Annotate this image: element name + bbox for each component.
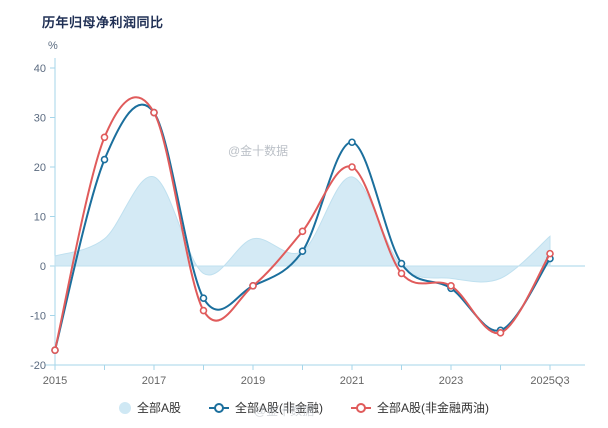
line-series-legend-marker bbox=[351, 402, 371, 414]
svg-text:2021: 2021 bbox=[340, 375, 364, 387]
area-series-legend-marker bbox=[118, 401, 131, 414]
svg-text:2015: 2015 bbox=[43, 375, 67, 387]
legend-item-non-financial-ex-oil[interactable]: 全部A股(非金融两油) bbox=[351, 399, 489, 416]
svg-text:40: 40 bbox=[34, 63, 46, 75]
line-series-legend-marker bbox=[209, 402, 229, 414]
legend-item-non-financial[interactable]: 全部A股(非金融) bbox=[209, 399, 323, 416]
svg-text:10: 10 bbox=[34, 212, 46, 224]
legend-label: 全部A股(非金融两油) bbox=[377, 401, 489, 415]
svg-text:-10: -10 bbox=[30, 311, 46, 323]
svg-text:2017: 2017 bbox=[142, 375, 166, 387]
svg-text:2025Q3: 2025Q3 bbox=[530, 375, 569, 387]
legend: 全部A股 全部A股(非金融) 全部A股(非金融两油) bbox=[0, 399, 608, 416]
svg-text:30: 30 bbox=[34, 113, 46, 125]
legend-label: 全部A股(非金融) bbox=[235, 401, 323, 415]
svg-text:0: 0 bbox=[40, 261, 46, 273]
svg-text:-20: -20 bbox=[30, 360, 46, 372]
svg-text:2019: 2019 bbox=[241, 375, 265, 387]
legend-item-all-a-shares[interactable]: 全部A股 bbox=[118, 399, 181, 416]
chart-title: 历年归母净利润同比 bbox=[42, 15, 164, 30]
svg-text:2023: 2023 bbox=[439, 375, 463, 387]
y-axis-unit: % bbox=[48, 40, 58, 52]
legend-label: 全部A股 bbox=[136, 401, 181, 415]
svg-text:20: 20 bbox=[34, 162, 46, 174]
